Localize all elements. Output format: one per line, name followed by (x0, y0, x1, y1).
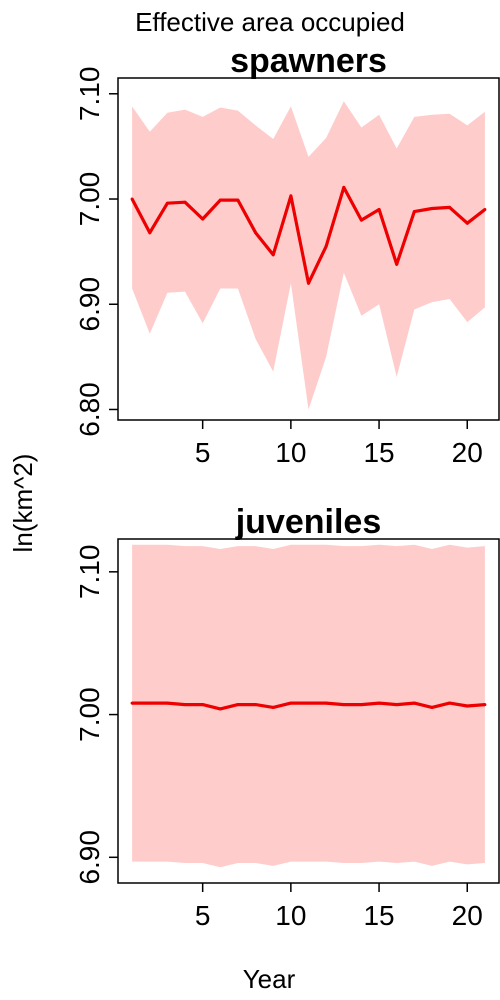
spawners-panel-title: spawners (230, 42, 387, 80)
y-axis-label: ln(km^2) (8, 454, 38, 553)
spawners-point-2 (148, 231, 152, 235)
spawners-point-18 (430, 207, 434, 210)
juveniles-point-4 (183, 703, 187, 707)
juveniles-x-tick-label-5: 5 (195, 900, 211, 931)
juveniles-point-14 (359, 703, 363, 707)
juveniles-x-tick-label-10: 10 (275, 900, 306, 931)
juveniles-point-7 (236, 703, 240, 707)
juveniles-panel: juveniles 5 10 15 20 6.90 7.00 7.10 (74, 503, 500, 931)
spawners-point-8 (254, 231, 258, 235)
juveniles-panel-title: juveniles (235, 503, 382, 541)
juveniles-point-18 (430, 705, 434, 709)
juveniles-confidence-band (132, 544, 485, 868)
juveniles-point-8 (254, 703, 258, 707)
juveniles-point-10 (289, 701, 293, 705)
x-axis-label: Year (243, 964, 296, 994)
juveniles-point-12 (324, 701, 328, 705)
juveniles-point-3 (165, 701, 169, 705)
juveniles-point-9 (271, 705, 275, 709)
spawners-point-21 (483, 208, 487, 211)
spawners-point-6 (218, 198, 222, 202)
spawners-point-14 (359, 218, 363, 222)
juveniles-y-tick-label-7.00: 7.00 (74, 687, 105, 742)
spawners-point-16 (395, 262, 399, 266)
spawners-x-tick-label-20: 20 (452, 437, 483, 468)
juveniles-point-20 (465, 704, 469, 708)
spawners-point-20 (465, 221, 469, 225)
spawners-confidence-band (132, 101, 485, 410)
spawners-point-19 (448, 205, 452, 209)
spawners-y-tick-label-7.10: 7.10 (74, 67, 105, 122)
juveniles-point-16 (395, 703, 399, 707)
juveniles-point-13 (342, 703, 346, 707)
spawners-point-7 (236, 198, 240, 202)
juveniles-x-tick-label-15: 15 (363, 900, 394, 931)
spawners-point-12 (324, 244, 328, 248)
spawners-x-tick-label-15: 15 (363, 437, 394, 468)
juveniles-point-21 (483, 703, 487, 707)
spawners-y-tick-label-6.80: 6.80 (74, 382, 105, 437)
spawners-panel: spawners 5 10 15 20 6.80 6.90 7.00 7.10 (74, 42, 500, 468)
spawners-x-tick-label-10: 10 (275, 437, 306, 468)
juveniles-point-5 (201, 703, 205, 707)
juveniles-point-19 (448, 701, 452, 705)
spawners-point-15 (377, 208, 381, 211)
spawners-x-tick-label-5: 5 (195, 437, 211, 468)
juveniles-y-tick-label-7.10: 7.10 (74, 545, 105, 600)
spawners-point-3 (165, 201, 169, 205)
juveniles-point-15 (377, 701, 381, 705)
spawners-point-9 (271, 253, 275, 257)
juveniles-point-11 (307, 701, 310, 705)
spawners-point-4 (183, 200, 187, 204)
spawners-point-5 (201, 217, 205, 221)
spawners-point-1 (130, 197, 134, 201)
juveniles-y-tick-label-6.90: 6.90 (74, 830, 105, 885)
spawners-point-10 (289, 194, 293, 198)
spawners-y-tick-label-6.90: 6.90 (74, 277, 105, 332)
juveniles-point-17 (412, 701, 416, 705)
spawners-plot-frame (117, 77, 500, 421)
spawners-point-11 (307, 281, 310, 285)
spawners-point-17 (412, 210, 416, 214)
spawners-y-tick-label-7.00: 7.00 (74, 172, 105, 227)
juveniles-point-1 (130, 701, 134, 705)
figure-title: Effective area occupied (135, 7, 405, 37)
spawners-point-13 (342, 185, 346, 189)
juveniles-point-6 (218, 707, 222, 711)
juveniles-x-tick-label-20: 20 (452, 900, 483, 931)
juveniles-plot-frame (117, 538, 500, 884)
juveniles-point-2 (148, 701, 152, 705)
